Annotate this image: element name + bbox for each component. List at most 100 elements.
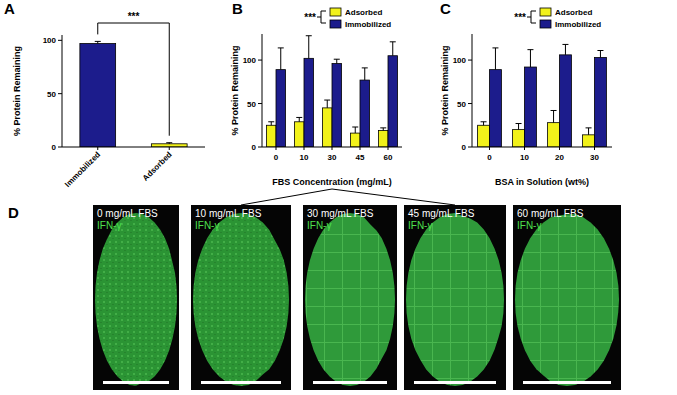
y-axis [62, 35, 63, 147]
image-caption: 30 mg/mL FBS [307, 208, 374, 219]
y-tick [258, 103, 262, 104]
x-tick [559, 147, 560, 150]
stain-label: IFN-γ [408, 220, 432, 231]
error-bar [334, 59, 340, 63]
error-bar [597, 51, 603, 58]
error-bar [380, 128, 386, 131]
image-caption: 10 mg/mL FBS [195, 208, 262, 219]
tissue [95, 213, 177, 386]
stain-label: IFN-γ [97, 220, 121, 231]
panel-label: B [232, 0, 243, 17]
error-cap [492, 47, 498, 48]
error-stem [364, 68, 365, 80]
bar [513, 130, 525, 147]
error-stem [336, 59, 337, 63]
y-tick-label: 100 [43, 36, 57, 45]
x-tick-label: Adsorbed [141, 150, 174, 183]
significance-label: *** [304, 12, 316, 23]
significance-bracket [98, 23, 170, 136]
y-axis-label: % Protein Remaining [12, 46, 22, 136]
error-stem [588, 128, 589, 135]
figure: A% Protein Remaining050100ImmobilizedAds… [0, 0, 677, 395]
legend: AdsorbedImmobilized [540, 8, 601, 29]
scale-bar [201, 381, 281, 384]
x-tick-label: 0 [274, 153, 279, 162]
error-cap [481, 121, 487, 122]
image-background [404, 205, 506, 390]
connector [332, 189, 455, 205]
bar [478, 125, 490, 147]
panel-a: A% Protein Remaining050100ImmobilizedAds… [4, 0, 205, 189]
significance-bracket [317, 11, 326, 23]
bar [525, 67, 537, 147]
tissue [193, 213, 289, 386]
x-tick [97, 147, 98, 150]
bar [332, 64, 342, 147]
bar [388, 56, 398, 147]
x-tick [276, 147, 277, 150]
error-bar [390, 42, 396, 56]
y-axis [472, 34, 473, 147]
stain-label: IFN-γ [517, 220, 541, 231]
y-tick-label: 100 [243, 56, 257, 65]
panel-label: A [4, 0, 15, 17]
error-bar [296, 117, 302, 121]
bar [360, 80, 370, 147]
error-cap [334, 59, 340, 60]
x-tick-label: 60 [384, 153, 393, 162]
tissue [515, 214, 619, 386]
error-bar [362, 68, 368, 80]
y-tick [468, 147, 472, 148]
image-caption: 45 mg/mL FBS [408, 208, 475, 219]
x-tick [594, 147, 595, 150]
error-bar [586, 128, 592, 135]
micrograph: 0 mg/mL FBSIFN-γ [93, 205, 179, 390]
plot-marks [266, 36, 397, 147]
bar [560, 55, 572, 147]
error-stem [553, 110, 554, 122]
scale-bar [103, 381, 169, 384]
error-bar [324, 100, 330, 108]
panel-b: B% Protein Remaining050100010304560FBS C… [230, 0, 402, 187]
stain-label: IFN-γ [307, 220, 331, 231]
error-bar [481, 122, 487, 125]
error-cap [527, 49, 533, 50]
error-bar [268, 122, 274, 125]
y-tick [58, 40, 62, 41]
significance: *** [514, 11, 536, 23]
error-stem [392, 42, 393, 56]
panel-label: C [440, 0, 451, 17]
significance: *** [304, 11, 326, 23]
error-stem [271, 122, 272, 125]
significance: *** [98, 11, 170, 136]
bar [266, 125, 276, 147]
panel-d: D0 mg/mL FBSIFN-γ10 mg/mL FBSIFN-γ30 mg/… [8, 189, 621, 390]
bar [548, 123, 560, 147]
y-axis-label: % Protein Remaining [440, 45, 450, 135]
error-stem [518, 124, 519, 130]
error-bar [527, 50, 533, 67]
panel-c: C% Protein Remaining0501000102030BSA in … [440, 0, 612, 187]
y-tick [58, 147, 62, 148]
panel-label: D [8, 204, 19, 221]
error-cap [166, 142, 172, 143]
error-bar [492, 48, 498, 70]
x-tick [489, 147, 490, 150]
y-tick [258, 60, 262, 61]
legend-label: Adsorbed [555, 8, 592, 17]
x-tick [388, 147, 389, 150]
image-background [93, 205, 179, 390]
y-tick-label: 0 [252, 143, 257, 152]
x-tick [360, 147, 361, 150]
bar [276, 70, 286, 147]
error-stem [600, 51, 601, 58]
x-axis-label: FBS Concentration (mg/mL) [272, 177, 392, 187]
error-bar [306, 36, 312, 59]
error-cap [352, 127, 358, 128]
y-tick-label: 50 [247, 100, 256, 109]
x-tick-label: 20 [555, 153, 564, 162]
x-tick-label: 10 [520, 153, 529, 162]
tissue [406, 213, 504, 386]
bar [583, 135, 595, 147]
error-cap [362, 67, 368, 68]
